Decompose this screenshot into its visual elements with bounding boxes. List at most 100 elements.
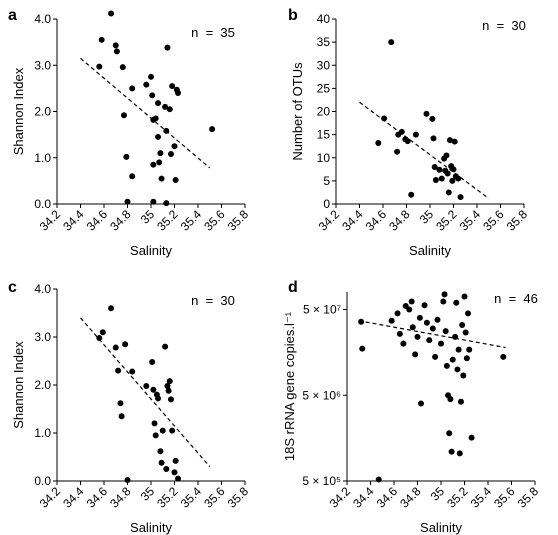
data-point [143, 382, 150, 389]
data-point [172, 176, 179, 183]
data-point [358, 318, 365, 325]
data-point [465, 310, 472, 317]
data-point [157, 448, 164, 455]
x-tick-label: 35.4 [178, 207, 205, 234]
data-point [162, 103, 169, 110]
data-point [108, 10, 115, 17]
y-tick-label: 5 × 10⁶ [302, 388, 341, 402]
data-point [443, 152, 450, 159]
data-point [398, 128, 405, 135]
data-point [416, 314, 423, 321]
data-point [167, 151, 174, 158]
x-axis-title: Salinity [409, 243, 451, 258]
data-point [394, 148, 401, 155]
x-tick-label: 34.8 [386, 207, 413, 234]
data-point [445, 189, 452, 196]
data-point [169, 427, 176, 434]
x-tick-label: 34.4 [339, 207, 366, 234]
data-point [155, 395, 162, 402]
data-point [446, 430, 453, 437]
data-point [442, 328, 449, 335]
panel-b: 34.234.434.634.8 3535.235.435.635.8051015… [288, 7, 530, 258]
x-tick-label: 35.6 [480, 207, 507, 234]
data-point [151, 420, 158, 427]
data-point [450, 166, 457, 173]
data-point [448, 448, 455, 455]
y-tick-label: 2.0 [34, 378, 51, 392]
x-tick-label: 34.6 [84, 484, 111, 511]
x-tick-label: 35.6 [201, 484, 228, 511]
x-axis-title: Salinity [130, 520, 172, 535]
data-point [113, 48, 120, 55]
data-point [122, 341, 129, 348]
y-tick-label: 1.0 [34, 151, 51, 165]
data-point [431, 164, 438, 170]
data-point [112, 344, 119, 351]
y-tick-label: 2.0 [34, 105, 51, 119]
data-point [454, 366, 461, 373]
data-point [98, 36, 105, 43]
data-point [165, 387, 172, 394]
y-tick-label: 1.0 [34, 426, 51, 440]
data-point [444, 170, 451, 177]
trend-line [359, 101, 490, 199]
panel-c: 34.234.434.634.8 3535.235.435.635.80.01.0… [8, 279, 251, 535]
x-tick-label: 34.4 [60, 484, 87, 511]
data-point [440, 298, 447, 305]
data-point [169, 83, 176, 90]
data-point [115, 367, 122, 374]
x-tick-label: 34.6 [363, 207, 390, 234]
data-point [155, 100, 162, 107]
data-point [446, 137, 453, 144]
data-point [171, 143, 178, 150]
data-point [118, 413, 125, 420]
y-tick-label: 0.0 [34, 197, 51, 211]
data-point [163, 127, 170, 134]
data-point [443, 362, 450, 369]
data-point [466, 346, 473, 353]
x-tick-label: 35.4 [468, 484, 495, 511]
data-point [149, 92, 156, 99]
data-point [171, 469, 178, 476]
data-point [461, 293, 468, 300]
data-point [438, 340, 444, 347]
data-point [359, 345, 366, 352]
data-point [430, 135, 437, 142]
data-point [156, 159, 163, 166]
data-point [388, 39, 395, 46]
data-point [164, 382, 171, 389]
x-tick-label: 35.4 [457, 207, 484, 234]
data-point [129, 368, 136, 375]
data-point [455, 175, 462, 182]
x-tick-label: 35.2 [433, 207, 460, 234]
data-point [423, 319, 430, 326]
y-axis-title: Shannon Index [11, 341, 26, 429]
data-point [159, 427, 166, 434]
data-point [375, 476, 382, 483]
x-tick-label: 34.8 [107, 207, 134, 234]
data-point [96, 63, 103, 70]
x-tick-label: 34.6 [84, 207, 111, 234]
data-point [500, 353, 507, 360]
data-point [157, 150, 164, 157]
data-point [119, 64, 126, 71]
data-point [99, 329, 106, 336]
data-point [124, 477, 131, 484]
trend-line [80, 317, 211, 467]
data-point [158, 175, 165, 182]
data-point [456, 450, 463, 457]
y-tick-label: 5 × 10⁵ [302, 474, 341, 488]
data-point [164, 44, 171, 51]
data-point [162, 343, 169, 350]
x-tick-label: 34.6 [374, 484, 401, 511]
data-point [451, 138, 458, 145]
x-tick-label: 35.8 [225, 484, 252, 511]
data-point [158, 459, 165, 466]
panel-a: 34.234.434.634.8 3535.235.435.635.80.01.0… [8, 7, 251, 258]
panel-label: b [288, 7, 298, 24]
data-point [394, 310, 401, 317]
data-point [396, 330, 403, 337]
data-point [457, 398, 464, 405]
y-tick-label: 20 [317, 105, 331, 119]
data-point [459, 321, 466, 328]
